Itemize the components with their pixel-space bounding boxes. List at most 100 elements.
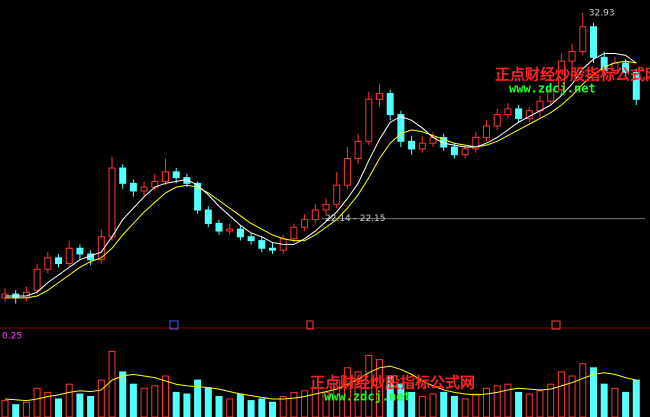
volume-bar <box>226 398 234 417</box>
volume-bar <box>76 393 84 417</box>
candle-body <box>493 114 501 127</box>
candle-body <box>55 257 62 265</box>
candle-body <box>397 114 405 142</box>
volume-ma-line <box>4 365 637 402</box>
candle-body <box>418 142 426 150</box>
volume-bar <box>55 398 62 417</box>
ma-line <box>5 52 637 297</box>
volume-bar <box>183 393 191 417</box>
candle-body <box>258 240 266 249</box>
volume-bar <box>290 391 298 417</box>
candle-body <box>450 146 458 156</box>
candle-body <box>333 184 341 205</box>
volume-bar <box>279 396 287 417</box>
volume-bar <box>108 350 116 417</box>
candle-body <box>215 222 223 232</box>
candle-body <box>622 62 630 74</box>
watermark-name: 正点财经炒股指标公式网 <box>310 374 475 392</box>
volume-bar <box>204 387 212 417</box>
volume-bar <box>536 390 544 417</box>
volume-bar <box>483 387 490 417</box>
candle-body <box>194 182 202 211</box>
candle-body <box>269 247 276 251</box>
volume-bar <box>301 390 309 417</box>
volume-bar <box>632 379 640 417</box>
volume-bar <box>600 383 608 417</box>
candle-body <box>600 56 608 72</box>
candle-body <box>301 219 309 228</box>
candle-body <box>515 108 523 119</box>
candle-body <box>461 148 469 156</box>
candle-body <box>557 60 565 91</box>
candle-body <box>354 140 362 159</box>
reference-label: 22.14 - 22.15 <box>325 214 386 224</box>
volume-bar <box>33 387 41 417</box>
volume-bar <box>247 400 255 417</box>
candle-body <box>204 209 212 224</box>
signal-marker <box>551 320 561 330</box>
candle-body <box>590 26 597 58</box>
candle-body <box>386 93 394 116</box>
volume-bar <box>461 398 469 417</box>
volume-label: 0.25 <box>2 332 22 342</box>
candle-body <box>290 226 298 240</box>
volume-bar <box>333 379 341 417</box>
volume-bar <box>194 379 202 417</box>
candle-body <box>162 171 169 182</box>
candle-body <box>140 186 148 192</box>
candle-body <box>129 182 137 192</box>
candle-body <box>504 108 512 116</box>
candle-body <box>311 209 319 221</box>
watermark-url: www.zdcj.net <box>509 82 596 96</box>
volume-bar <box>65 383 73 417</box>
candle-body <box>119 167 127 184</box>
volume-bar <box>568 375 576 417</box>
volume-bar <box>236 393 244 417</box>
volume-bar <box>87 396 95 417</box>
volume-bar <box>140 387 148 417</box>
volume-bar <box>515 391 523 417</box>
volume-bar <box>129 383 137 417</box>
candle-body <box>65 247 73 265</box>
volume-bar <box>440 391 448 417</box>
volume-bar <box>172 391 180 417</box>
volume-bar <box>450 396 458 417</box>
candle-body <box>172 171 180 179</box>
volume-bar <box>386 375 394 417</box>
volume-bar <box>12 404 20 417</box>
ma-line <box>5 60 637 299</box>
watermark-url: www.zdcj.net <box>324 390 411 404</box>
volume-bar <box>97 379 105 417</box>
volume-bar <box>557 371 565 417</box>
candle-body <box>547 89 555 102</box>
volume-bar <box>472 393 480 417</box>
volume-bar <box>151 385 159 417</box>
candle-body <box>226 228 234 232</box>
candle-body <box>247 236 255 242</box>
candle-body <box>632 72 640 100</box>
volume-bar <box>311 387 319 417</box>
volume-bar <box>258 398 266 417</box>
volume-bar <box>119 371 127 417</box>
volume-bar <box>504 383 512 417</box>
candle-body <box>376 93 383 100</box>
volume-bar <box>611 387 619 417</box>
volume-bar <box>22 401 30 417</box>
volume-bar <box>1 400 9 417</box>
candle-body <box>236 228 244 238</box>
candle-body <box>33 268 41 291</box>
candle-body <box>108 167 116 238</box>
watermark-name: 正点财经炒股指标公式网 <box>495 66 650 84</box>
volume-bar <box>418 396 426 417</box>
volume-bar <box>269 401 276 417</box>
candle-body <box>472 136 480 150</box>
candle-body <box>76 247 84 255</box>
volume-bar <box>397 383 405 417</box>
candle-body <box>44 257 52 270</box>
candle-body <box>343 158 351 186</box>
signal-marker <box>306 320 314 330</box>
candle-body <box>365 98 373 142</box>
volume-bar <box>162 375 169 417</box>
candle-body <box>568 51 576 62</box>
